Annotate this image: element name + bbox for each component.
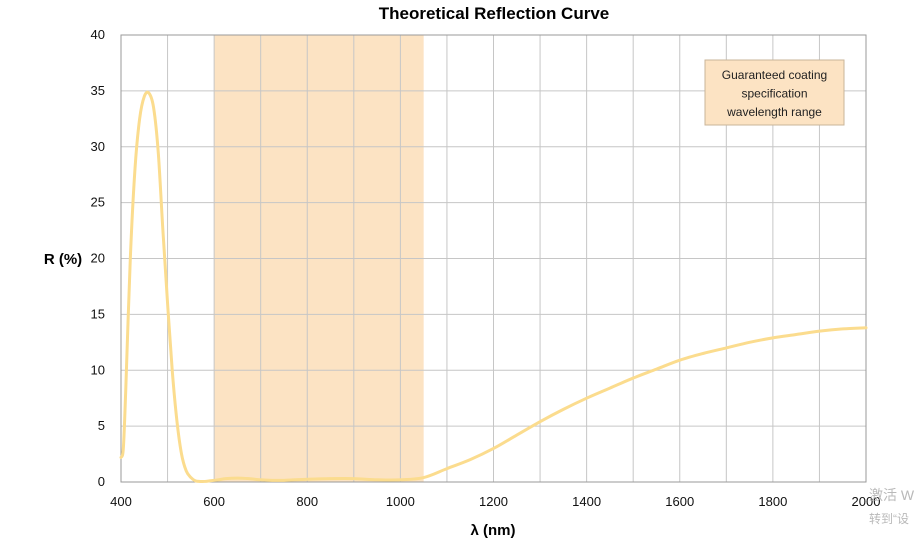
y-tick-label: 5: [98, 418, 105, 433]
x-tick-label: 1000: [386, 494, 415, 509]
watermark-line-2: 转到“设: [869, 511, 909, 526]
legend-text-line: specification: [741, 87, 807, 101]
x-axis-label: λ (nm): [471, 522, 516, 539]
y-tick-label: 15: [91, 306, 105, 321]
y-tick-label: 30: [91, 139, 105, 154]
y-tick-label: 20: [91, 251, 105, 266]
x-tick-label: 1600: [665, 494, 694, 509]
x-tick-label: 400: [110, 494, 132, 509]
legend-box: [704, 59, 845, 126]
y-tick-label: 10: [91, 362, 105, 377]
x-tick-label: 1400: [572, 494, 601, 509]
chart-title: Theoretical Reflection Curve: [379, 4, 610, 23]
y-axis-label: R (%): [44, 251, 82, 268]
x-tick-label: 1200: [479, 494, 508, 509]
legend-text-line: wavelength range: [726, 105, 822, 119]
y-tick-label: 35: [91, 83, 105, 98]
plot-frame: [120, 34, 867, 483]
legend-text-line: Guaranteed coating: [722, 68, 827, 82]
y-tick-label: 0: [98, 474, 105, 489]
reflection-series-line: [119, 90, 868, 484]
x-tick-label: 1800: [758, 494, 787, 509]
x-tick-label: 2000: [852, 494, 881, 509]
watermark-line-1: 激活 W: [869, 487, 915, 503]
x-tick-label: 600: [203, 494, 225, 509]
x-tick-label: 800: [296, 494, 318, 509]
y-tick-label: 40: [91, 27, 105, 42]
y-tick-label: 25: [91, 195, 105, 210]
